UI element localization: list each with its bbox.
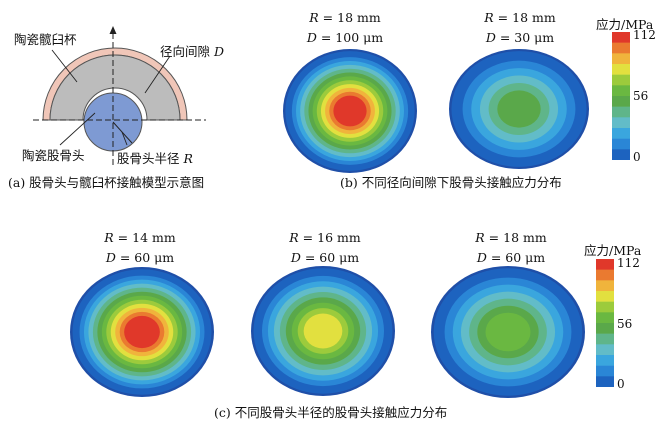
stress-contour-b1: [283, 49, 417, 173]
contour-band: [303, 313, 343, 349]
plot-b1-label: R = 18 mm D = 100 μm: [290, 8, 400, 48]
cup-label: 陶瓷髋臼杯: [14, 32, 77, 47]
contour-band: [333, 95, 367, 127]
colorbar-band: [612, 138, 630, 150]
colorbar-band: [612, 106, 630, 118]
radius-label-text: 股骨头半径: [117, 151, 180, 166]
plot-c1-label: R = 14 mm D = 60 μm: [85, 228, 195, 268]
stress-contour-c2: [251, 266, 395, 396]
colorbar-band: [612, 42, 630, 54]
colorbar-b: [612, 32, 630, 160]
contour-band: [497, 90, 541, 128]
colorbar-band: [596, 376, 614, 387]
colorbar-c-max: 112: [617, 256, 640, 270]
colorbar-band: [612, 64, 630, 75]
colorbar-band: [596, 323, 614, 334]
colorbar-band: [612, 32, 630, 43]
colorbar-band: [596, 259, 614, 270]
radius-label: 股骨头半径 R: [117, 148, 193, 167]
panel-a-caption: (a) 股骨头与髋臼杯接触模型示意图: [8, 175, 205, 190]
radius-symbol: R: [183, 151, 193, 166]
plot-b1-r: R = 18 mm: [309, 10, 381, 25]
plot-b1-d: D = 100 μm: [306, 30, 384, 45]
clearance-label-text: 径向间隙: [160, 44, 211, 59]
head-label: 陶瓷股骨头: [22, 148, 85, 163]
plot-b2-label: R = 18 mm D = 30 μm: [465, 8, 575, 48]
plot-c1-r: R = 14 mm: [104, 230, 176, 245]
colorbar-b-min: 0: [633, 150, 641, 164]
plot-c3-r: R = 18 mm: [475, 230, 547, 245]
colorbar-band: [612, 74, 630, 86]
colorbar-c-mid: 56: [617, 317, 633, 331]
plot-c1-d: D = 60 μm: [105, 250, 175, 265]
colorbar-b-mid: 56: [633, 89, 649, 103]
colorbar-c-min: 0: [617, 377, 625, 391]
colorbar-band: [596, 291, 614, 302]
plot-c3-d: D = 60 μm: [476, 250, 546, 265]
colorbar-band: [596, 344, 614, 356]
colorbar-band: [596, 312, 614, 324]
colorbar-c-title: 应力/MPa: [584, 243, 642, 258]
clearance-symbol: D: [214, 44, 225, 59]
head-leader: [59, 112, 96, 146]
colorbar-band: [612, 96, 630, 107]
colorbar-band: [596, 280, 614, 292]
colorbar-band: [596, 333, 614, 345]
panel-b-caption: (b) 不同径向间隙下股骨头接触应力分布: [340, 175, 562, 190]
plot-b2-d: D = 30 μm: [485, 30, 555, 45]
contact-model-schematic: [33, 26, 206, 165]
stress-contour-c1: [70, 267, 214, 397]
colorbar-band: [596, 365, 614, 377]
ceramic-cup: [49, 54, 181, 121]
stress-contour-c3: [431, 266, 585, 398]
colorbar-band: [612, 149, 630, 160]
colorbar-band: [596, 301, 614, 313]
clearance-leader: [144, 55, 171, 94]
colorbar-band: [612, 117, 630, 129]
plot-c3-label: R = 18 mm D = 60 μm: [456, 228, 566, 268]
colorbar-band: [612, 85, 630, 97]
plot-c2-label: R = 16 mm D = 60 μm: [270, 228, 380, 268]
colorbar-b-title: 应力/MPa: [596, 17, 654, 32]
colorbar-c: [596, 259, 614, 387]
plot-b2-r: R = 18 mm: [484, 10, 556, 25]
colorbar-band: [612, 53, 630, 65]
axis-arrow-icon: [109, 26, 117, 34]
colorbar-band: [596, 355, 614, 366]
radius-leader: [121, 131, 128, 146]
colorbar-band: [612, 128, 630, 139]
plot-c2-d: D = 60 μm: [290, 250, 360, 265]
colorbar-band: [596, 269, 614, 281]
colorbar-b-max: 112: [633, 28, 656, 42]
cup-leader: [51, 49, 78, 83]
stress-contour-b2: [449, 49, 589, 169]
contour-band: [485, 312, 531, 352]
contour-band: [124, 315, 160, 349]
clearance-label: 径向间隙 D: [160, 41, 224, 60]
panel-c-caption: (c) 不同股骨头半径的股骨头接触应力分布: [214, 405, 448, 420]
plot-c2-r: R = 16 mm: [289, 230, 361, 245]
